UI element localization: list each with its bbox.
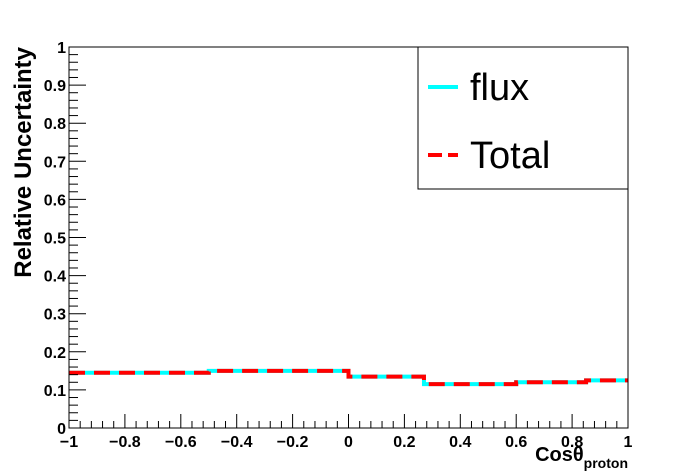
plot-series-layer (69, 368, 628, 387)
y-axis: 0 0.1 0.2 0.3 0.4 0.5 0.6 0.7 0.8 0.9 1 (44, 40, 86, 438)
y-tick-label: 1 (57, 40, 66, 57)
y-tick-label: 0.7 (44, 154, 66, 171)
y-tick-label: 0.1 (44, 383, 66, 400)
x-tick-label: 0.6 (505, 434, 527, 451)
x-tick-label: −0.4 (221, 434, 253, 451)
y-tick-label: 0.6 (44, 192, 66, 209)
y-tick-label: 0.9 (44, 78, 66, 95)
x-tick-label: 0 (344, 434, 353, 451)
legend-box (417, 46, 629, 190)
x-tick-label: 0.4 (449, 434, 471, 451)
y-tick-label: 0 (57, 421, 66, 438)
x-tick-label: 0.2 (393, 434, 415, 451)
legend: flux Total (417, 46, 629, 190)
x-tick-label: −0.6 (165, 434, 197, 451)
series-line-total (69, 368, 628, 387)
x-axis: −1 −0.8 −0.6 −0.4 −0.2 0 0.2 0.4 0.6 0.8 1 (60, 414, 633, 451)
x-axis-title-main: Cosθ (535, 444, 584, 466)
x-axis-title-subscript: proton (584, 455, 628, 471)
y-tick-label: 0.2 (44, 345, 66, 362)
y-axis-title: Relative Uncertainty (10, 46, 37, 277)
x-tick-label: −0.8 (109, 434, 141, 451)
legend-label-flux: flux (470, 67, 529, 109)
x-tick-label: −1 (60, 434, 78, 451)
y-tick-label: 0.4 (44, 269, 66, 286)
x-axis-title: Cosθproton (535, 444, 628, 471)
x-tick-label: −0.2 (277, 434, 309, 451)
legend-label-total: Total (470, 135, 550, 177)
x-tick-label: 0.8 (561, 434, 583, 451)
y-tick-label: 0.8 (44, 116, 66, 133)
x-tick-label: 1 (624, 434, 633, 451)
y-tick-label: 0.5 (44, 231, 66, 248)
y-tick-label: 0.3 (44, 307, 66, 324)
